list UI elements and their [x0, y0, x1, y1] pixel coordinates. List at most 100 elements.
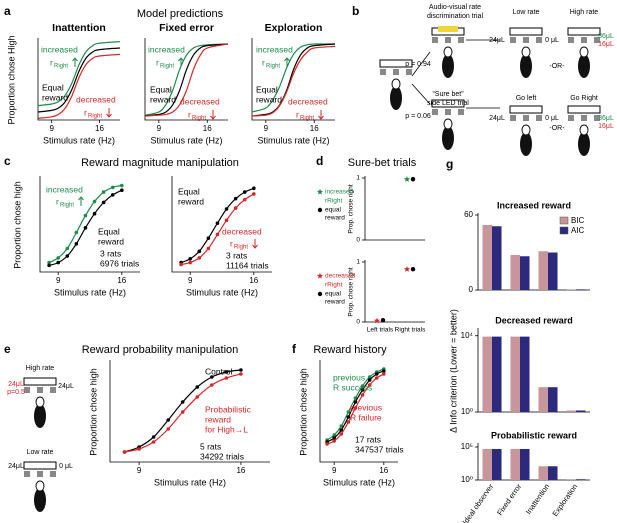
x-tick-label: Exploration: [550, 482, 579, 518]
y-axis-label: Proportion chose high: [298, 368, 308, 456]
diagram-label: 24μL: [8, 463, 24, 470]
data-point: [339, 424, 344, 428]
data-point: [56, 260, 60, 265]
diagram-label: -OR-: [549, 63, 565, 70]
data-point: [404, 266, 410, 272]
annotation: decreased: [76, 94, 116, 104]
data-point: [339, 428, 344, 432]
data-point: [332, 433, 336, 437]
y-axis-label: Prop. chose right: [348, 184, 355, 233]
annotation: 17 rats: [355, 434, 381, 444]
data-point: [65, 246, 70, 251]
y-tick-label: 0: [469, 285, 474, 294]
bar: [538, 387, 548, 412]
y-tick-label: 60: [464, 210, 473, 219]
y-axis-label: Proportion chose high: [88, 368, 98, 456]
x-tick-label: 16: [310, 124, 319, 133]
annotation: increased: [256, 44, 293, 54]
axis: [37, 38, 120, 121]
annotation-subscript: Right: [266, 64, 280, 70]
data-point: [120, 188, 124, 193]
data-point: [47, 263, 51, 268]
port: [510, 37, 516, 43]
diagram-label: p=0.5: [7, 389, 25, 396]
x-tick-label: 16: [379, 466, 388, 475]
bar: [566, 479, 576, 480]
data-point: [92, 211, 97, 216]
annotation: r: [262, 57, 265, 67]
arrow: [318, 110, 324, 120]
y-tick-label: 10⁰: [461, 407, 473, 416]
port-bar: [567, 105, 601, 114]
y-axis-label: Proportion chose High: [6, 35, 16, 124]
data-point: [92, 199, 97, 204]
port: [568, 115, 574, 121]
x-tick-label: 16: [95, 124, 104, 133]
data-point: [151, 440, 156, 444]
bar: [492, 336, 502, 412]
data-point: [374, 376, 379, 380]
x-tick-label: 9: [56, 276, 61, 285]
annotation: increased: [41, 44, 78, 54]
x-axis-label: Stimulus rate (Hz): [43, 135, 115, 145]
port: [594, 37, 600, 43]
data-point: [252, 186, 256, 191]
chart-title: Exploration: [265, 22, 323, 34]
annotation: r: [84, 107, 87, 117]
data-point: [332, 439, 336, 443]
data-point: [224, 376, 229, 380]
diagram-label: 24μL: [8, 381, 24, 388]
annotation: r: [156, 57, 159, 67]
bar: [492, 448, 502, 480]
port-bar: [509, 27, 543, 36]
annotation: increased: [325, 189, 354, 196]
data-point: [215, 221, 220, 225]
data-point: [410, 267, 416, 272]
x-tick-label: 9: [332, 466, 337, 475]
section-title: Reward probability manipulation: [82, 344, 239, 356]
section-title: Reward history: [313, 344, 387, 356]
data-point: [346, 410, 351, 414]
rat-body: [520, 132, 532, 156]
annotation: R success: [333, 382, 372, 392]
annotation: reward: [325, 299, 345, 306]
port: [510, 115, 516, 121]
data-point: [346, 415, 351, 419]
axis: [144, 38, 228, 121]
bar: [520, 336, 530, 412]
port: [37, 471, 43, 477]
data-point: [180, 400, 185, 404]
port: [380, 69, 386, 75]
section-title: Model predictions: [137, 8, 224, 20]
data-point: [233, 206, 238, 210]
annotation: 34292 trials: [200, 451, 244, 461]
rat-body: [520, 54, 532, 78]
diagram-label: discrimination trial: [427, 13, 483, 20]
annotation: previous: [350, 402, 382, 412]
chart-title: Increased reward: [497, 200, 571, 210]
legend-marker: [317, 291, 323, 297]
annotation: 347537 trials: [355, 444, 404, 454]
annotation: Equal: [178, 186, 200, 196]
data-point: [252, 192, 256, 196]
rat-head: [35, 480, 45, 492]
data-point: [367, 378, 372, 382]
annotation: rRight: [325, 282, 343, 289]
panel-label: c: [4, 154, 11, 168]
x-tick-label: 16: [117, 276, 126, 285]
arrow: [106, 108, 112, 118]
diagram-label: p = 0.94: [405, 61, 431, 68]
x-tick-label: Ideal observer: [461, 482, 496, 523]
bar: [576, 479, 586, 480]
bar: [520, 448, 530, 480]
x-axis-label: Stimulus rate (Hz): [150, 135, 222, 145]
data-point: [210, 375, 214, 379]
data-point: [206, 246, 211, 251]
arrow: [78, 196, 84, 206]
bar: [576, 410, 586, 412]
data-point: [166, 418, 170, 422]
curve: [251, 43, 336, 113]
arrow: [178, 57, 184, 67]
annotation: decreased: [180, 96, 220, 106]
data-point: [206, 236, 211, 240]
